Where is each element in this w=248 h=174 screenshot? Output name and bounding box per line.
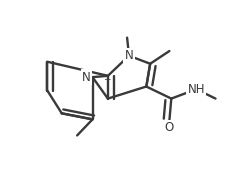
Text: N: N [125,49,133,62]
Text: +: + [103,75,111,84]
Text: NH: NH [187,83,205,96]
Text: N: N [82,71,91,84]
Text: O: O [165,121,174,134]
